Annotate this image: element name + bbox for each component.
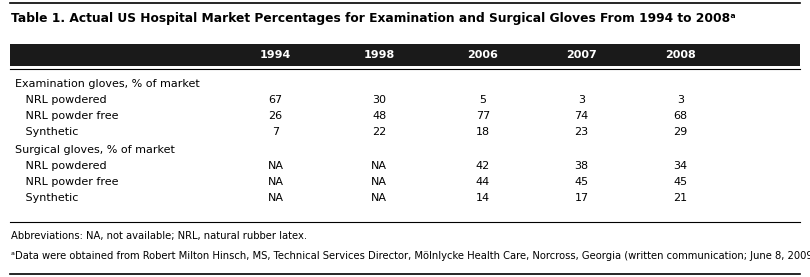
Text: NRL powder free: NRL powder free xyxy=(15,111,118,121)
Text: 77: 77 xyxy=(475,111,490,121)
Text: 68: 68 xyxy=(673,111,688,121)
Text: Examination gloves, % of market: Examination gloves, % of market xyxy=(15,79,199,89)
Text: ᵃData were obtained from Robert Milton Hinsch, MS, Technical Services Director, : ᵃData were obtained from Robert Milton H… xyxy=(11,251,810,261)
Text: 7: 7 xyxy=(272,127,279,137)
Text: 3: 3 xyxy=(578,95,585,105)
Text: Surgical gloves, % of market: Surgical gloves, % of market xyxy=(15,145,174,155)
Text: 3: 3 xyxy=(677,95,684,105)
Text: NA: NA xyxy=(267,161,284,171)
Text: 30: 30 xyxy=(372,95,386,105)
Text: 48: 48 xyxy=(372,111,386,121)
Text: 45: 45 xyxy=(673,177,688,187)
Text: 45: 45 xyxy=(574,177,589,187)
Text: 67: 67 xyxy=(268,95,283,105)
Text: 22: 22 xyxy=(372,127,386,137)
Text: 2007: 2007 xyxy=(566,50,597,60)
Text: 74: 74 xyxy=(574,111,589,121)
Text: Table 1. Actual US Hospital Market Percentages for Examination and Surgical Glov: Table 1. Actual US Hospital Market Perce… xyxy=(11,12,736,25)
Text: 17: 17 xyxy=(574,193,589,203)
Text: NRL powdered: NRL powdered xyxy=(15,161,106,171)
Text: NA: NA xyxy=(267,177,284,187)
Text: 1998: 1998 xyxy=(364,50,394,60)
Text: NA: NA xyxy=(371,161,387,171)
Text: Synthetic: Synthetic xyxy=(15,193,78,203)
Text: 18: 18 xyxy=(475,127,490,137)
Text: 2006: 2006 xyxy=(467,50,498,60)
Text: 1994: 1994 xyxy=(260,50,291,60)
Text: NRL powder free: NRL powder free xyxy=(15,177,118,187)
Text: NA: NA xyxy=(371,177,387,187)
Text: 26: 26 xyxy=(268,111,283,121)
Text: 34: 34 xyxy=(673,161,688,171)
Text: NA: NA xyxy=(371,193,387,203)
Text: Abbreviations: NA, not available; NRL, natural rubber latex.: Abbreviations: NA, not available; NRL, n… xyxy=(11,231,308,241)
Text: 5: 5 xyxy=(480,95,486,105)
Text: NRL powdered: NRL powdered xyxy=(15,95,106,105)
Text: 29: 29 xyxy=(673,127,688,137)
Text: NA: NA xyxy=(267,193,284,203)
Text: 2008: 2008 xyxy=(665,50,696,60)
Text: Synthetic: Synthetic xyxy=(15,127,78,137)
Text: 21: 21 xyxy=(673,193,688,203)
Text: 38: 38 xyxy=(574,161,589,171)
Text: 44: 44 xyxy=(475,177,490,187)
Text: 23: 23 xyxy=(574,127,589,137)
Text: 42: 42 xyxy=(475,161,490,171)
Text: 14: 14 xyxy=(475,193,490,203)
